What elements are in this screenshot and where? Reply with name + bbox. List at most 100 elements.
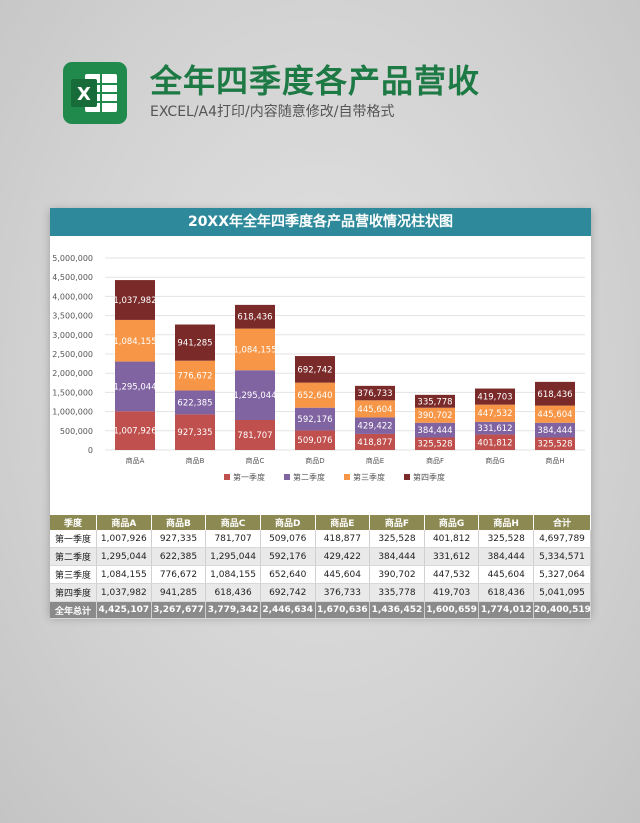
- y-tick-label: 2,000,000: [52, 369, 93, 378]
- table-cell: 692,742: [260, 583, 316, 602]
- table-header-cell: 商品G: [424, 515, 480, 530]
- table-cell: 4,425,107: [96, 601, 152, 619]
- data-label: 1,037,982: [113, 296, 156, 306]
- table-cell: 第三季度: [50, 565, 97, 584]
- bar-segment: [235, 304, 275, 329]
- table-cell: 331,612: [424, 547, 480, 566]
- table-cell: 384,444: [478, 547, 534, 566]
- x-tick-label: 商品B: [186, 456, 205, 465]
- table-cell: 592,176: [260, 547, 316, 566]
- data-label: 692,742: [297, 365, 332, 375]
- table-row: 第二季度 1,295,044 622,385 1,295,044 592,176 429,…: [50, 547, 591, 566]
- data-label: 445,604: [357, 405, 392, 415]
- table-header-cell: 商品E: [315, 515, 371, 530]
- bar-segment: [175, 390, 215, 415]
- bar-segment: [475, 404, 515, 422]
- bar-segment: [355, 385, 395, 401]
- table-row: 第三季度 1,084,155 776,672 1,084,155 652,640 445,…: [50, 565, 591, 584]
- table-cell: 652,640: [260, 565, 316, 584]
- bar-segment: [475, 388, 515, 405]
- data-table: 季度 商品A 商品B 商品C 商品D 商品E 商品F 商品G 商品H 合计 第一季度 1,007,9…: [50, 515, 591, 619]
- spreadsheet-preview: 20XX年全年四季度各产品营收情况柱状图 0 500,000 1,000,000 1,…: [50, 208, 591, 619]
- table-cell: 509,076: [260, 530, 316, 548]
- x-tick-label: 商品A: [126, 456, 145, 465]
- table-cell: 1,295,044: [205, 547, 261, 566]
- table-cell: 1,084,155: [205, 565, 261, 584]
- table-cell: 325,528: [369, 530, 425, 548]
- y-tick-label: 500,000: [60, 427, 93, 436]
- y-tick-label: 3,500,000: [52, 312, 93, 321]
- table-cell: 5,334,571: [533, 547, 591, 566]
- table-cell: 3,779,342: [205, 601, 261, 619]
- data-label: 1,084,155: [233, 345, 276, 355]
- y-tick-label: 4,000,000: [52, 292, 93, 301]
- bar-segment: [475, 434, 515, 450]
- bar-segment: [115, 280, 155, 320]
- data-label: 376,733: [357, 389, 392, 399]
- data-label: 419,703: [477, 393, 512, 403]
- data-label: 325,528: [537, 440, 572, 450]
- page-title: 全年四季度各产品营收: [150, 62, 481, 100]
- table-cell: 第二季度: [50, 547, 97, 566]
- table-cell: 776,672: [151, 565, 207, 584]
- table-cell: 390,702: [369, 565, 425, 584]
- table-header-cell: 季度: [50, 515, 97, 530]
- table-cell: 941,285: [151, 583, 207, 602]
- data-label: 445,604: [537, 410, 572, 420]
- table-header-cell: 商品A: [96, 515, 152, 530]
- table-cell: 618,436: [478, 583, 534, 602]
- table-cell: 419,703: [424, 583, 480, 602]
- legend-label: 第四季度: [413, 472, 445, 482]
- table-cell: 1,436,452: [369, 601, 425, 619]
- data-label: 418,877: [357, 438, 392, 448]
- x-tick-label: 商品H: [545, 456, 564, 465]
- table-cell: 全年总计: [50, 601, 97, 619]
- x-tick-label: 商品E: [366, 456, 384, 465]
- data-label: 927,335: [177, 428, 212, 438]
- data-label: 622,385: [177, 398, 212, 408]
- data-label: 592,176: [297, 415, 332, 425]
- legend-label: 第二季度: [293, 472, 325, 482]
- table-cell: 376,733: [315, 583, 371, 602]
- bar-segment: [295, 407, 335, 431]
- x-tick-label: 商品C: [246, 456, 265, 465]
- bar-segment: [535, 381, 575, 406]
- x-tick-label: 商品D: [305, 456, 324, 465]
- data-label: 1,007,926: [113, 427, 156, 437]
- legend-swatch: [224, 474, 230, 480]
- bar-segment: [295, 356, 335, 383]
- data-label: 384,444: [417, 426, 452, 436]
- data-label: 781,707: [237, 431, 272, 441]
- bar-segment: [535, 422, 575, 438]
- data-label: 618,436: [237, 313, 272, 323]
- y-tick-label: 4,500,000: [52, 273, 93, 282]
- table-cell: 927,335: [151, 530, 207, 548]
- stacked-bar-chart: 0 500,000 1,000,000 1,500,000 2,000,000 2,500…: [52, 254, 585, 482]
- table-cell: 384,444: [369, 547, 425, 566]
- bar-segment: [115, 411, 155, 450]
- table-row: 第一季度 1,007,926 927,335 781,707 509,076 418,87…: [50, 530, 591, 548]
- table-cell: 429,422: [315, 547, 371, 566]
- table-header-cell: 商品C: [205, 515, 261, 530]
- table-cell: 5,041,095: [533, 583, 591, 602]
- chart-title: 20XX年全年四季度各产品营收情况柱状图: [50, 208, 591, 236]
- data-label: 1,084,155: [113, 337, 156, 347]
- legend-swatch: [284, 474, 290, 480]
- table-cell: 325,528: [478, 530, 534, 548]
- data-label: 509,076: [297, 436, 332, 446]
- y-tick-label: 2,500,000: [52, 350, 93, 359]
- table-header-cell: 商品D: [260, 515, 316, 530]
- table-cell: 1,084,155: [96, 565, 152, 584]
- data-label: 447,532: [477, 409, 512, 419]
- table-cell: 1,007,926: [96, 530, 152, 548]
- data-label: 401,812: [477, 438, 512, 448]
- data-label: 384,444: [537, 426, 572, 436]
- table-cell: 335,778: [369, 583, 425, 602]
- table-row: 第四季度 1,037,982 941,285 618,436 692,742 376,73…: [50, 583, 591, 602]
- table-header-cell: 商品B: [151, 515, 207, 530]
- x-tick-label: 商品G: [485, 456, 504, 465]
- bar-segment: [235, 419, 275, 450]
- data-label: 1,295,044: [233, 391, 276, 401]
- data-label: 325,528: [417, 440, 452, 450]
- bar-segment: [535, 405, 575, 423]
